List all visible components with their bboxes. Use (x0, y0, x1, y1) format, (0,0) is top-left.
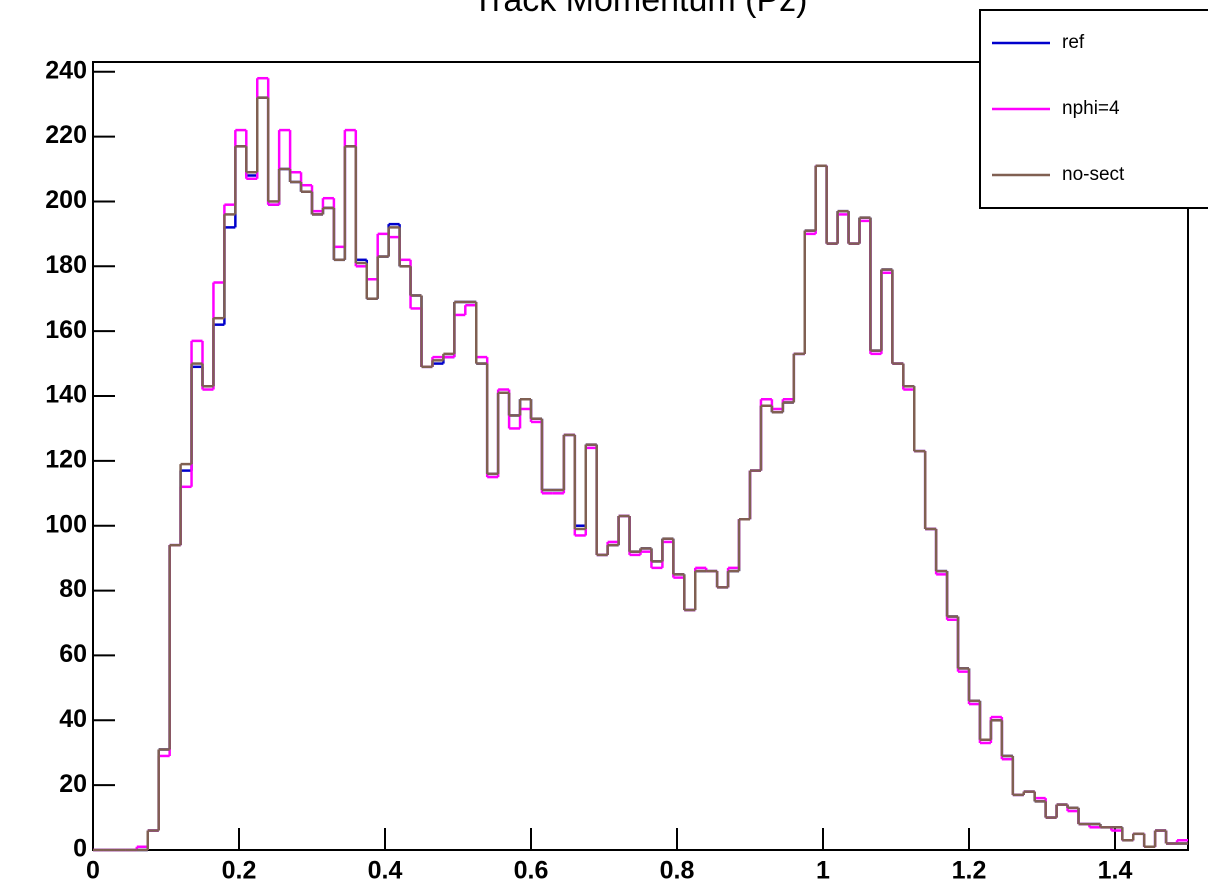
x-tick-label: 0.4 (368, 857, 403, 885)
y-tick-label: 40 (59, 705, 87, 733)
legend-label: ref (1062, 32, 1085, 53)
legend-label: nphi=4 (1062, 98, 1120, 119)
plot-frame (92, 61, 1189, 851)
x-tick-label: 1.2 (952, 857, 987, 885)
y-tick-label: 200 (45, 186, 87, 214)
x-tick-label: 1 (816, 857, 830, 885)
legend-label: no-sect (1062, 164, 1125, 185)
x-tick-label: 0 (86, 857, 100, 885)
x-tick-label: 0.8 (660, 857, 695, 885)
y-tick-label: 220 (45, 121, 87, 149)
y-tick-label: 120 (45, 445, 87, 473)
y-tick-label: 240 (45, 56, 87, 84)
x-tick-label: 0.2 (222, 857, 257, 885)
y-tick-label: 0 (73, 835, 87, 863)
y-tick-label: 180 (45, 251, 87, 279)
y-tick-label: 60 (59, 640, 87, 668)
x-tick-label: 1.4 (1098, 857, 1133, 885)
y-tick-label: 20 (59, 770, 87, 798)
y-tick-label: 100 (45, 510, 87, 538)
chart-title: Track Momentum (Pz) (472, 0, 807, 19)
y-tick-label: 80 (59, 575, 87, 603)
y-tick-label: 160 (45, 316, 87, 344)
y-tick-label: 140 (45, 381, 87, 409)
x-tick-label: 0.6 (514, 857, 549, 885)
